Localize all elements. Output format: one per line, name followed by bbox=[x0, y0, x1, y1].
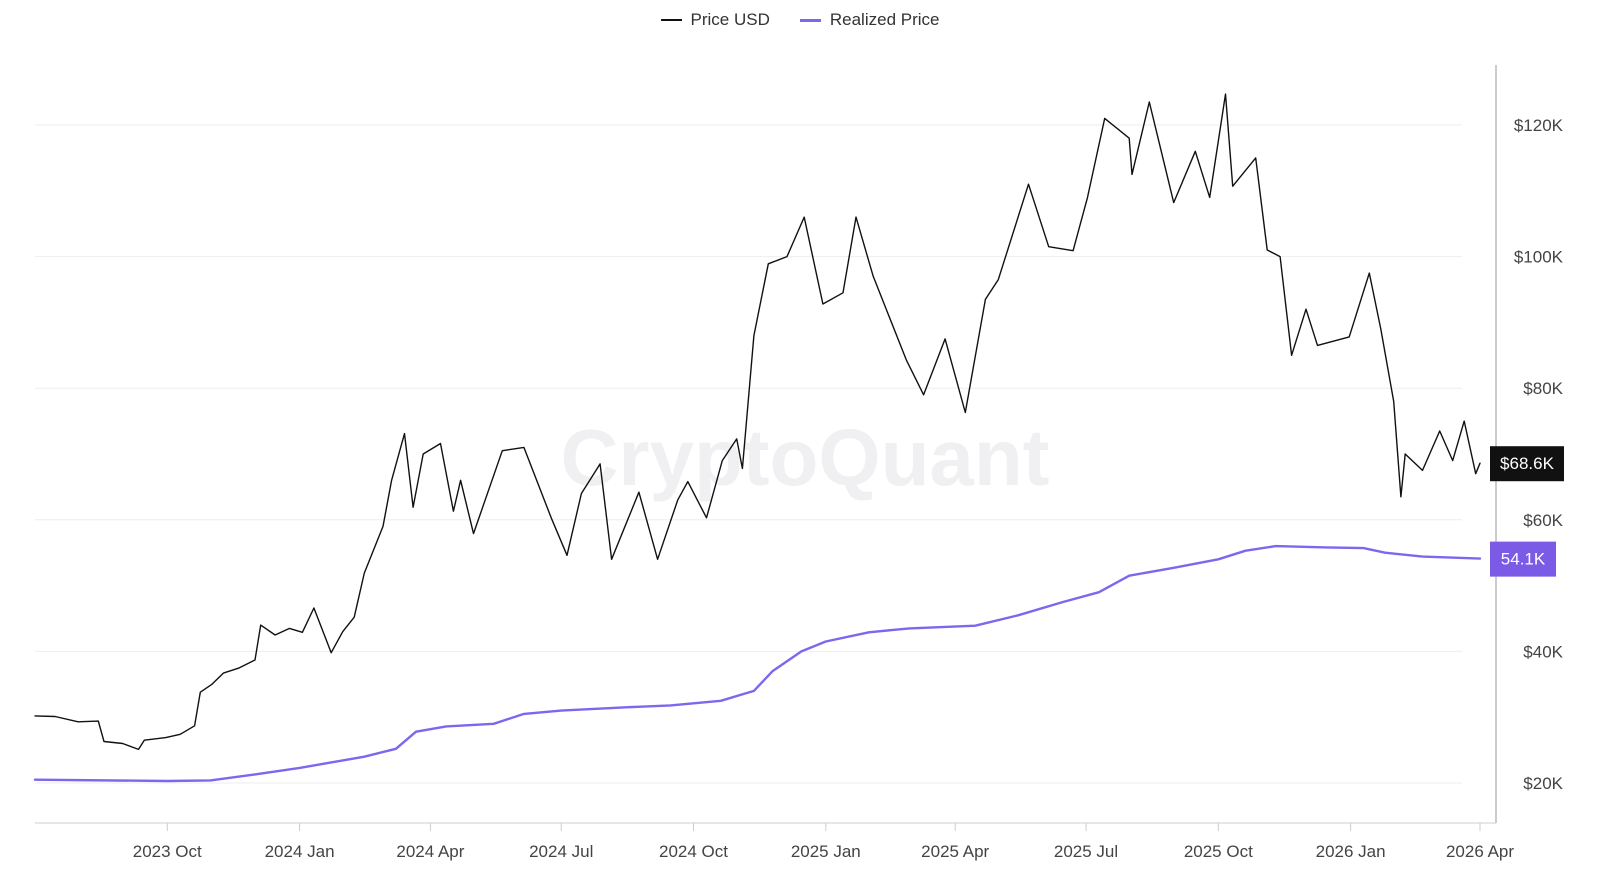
price-badge-bg bbox=[1490, 446, 1564, 482]
legend-label-realized: Realized Price bbox=[829, 10, 940, 29]
legend-item-price[interactable]: Price USD bbox=[660, 10, 770, 30]
realized-badge-bg bbox=[1490, 541, 1556, 577]
x-tick-label: 2025 Apr bbox=[921, 842, 989, 861]
y-tick-label: $80K bbox=[1523, 379, 1563, 398]
y-tick-label: $20K bbox=[1523, 774, 1563, 793]
series-layer bbox=[33, 93, 1482, 783]
legend-label-price: Price USD bbox=[690, 10, 770, 29]
grid-lines bbox=[35, 124, 1462, 784]
y-tick-label: $100K bbox=[1514, 248, 1564, 267]
x-tick-label: 2025 Oct bbox=[1184, 842, 1253, 861]
legend-swatch-realized bbox=[799, 18, 821, 22]
x-tick-label: 2024 Jul bbox=[529, 842, 593, 861]
y-tick-label: $40K bbox=[1523, 642, 1563, 661]
x-tick-label: 2024 Jan bbox=[265, 842, 335, 861]
realized-price-line bbox=[33, 544, 1482, 783]
x-tick-label: 2026 Apr bbox=[1446, 842, 1514, 861]
x-tick-label: 2024 Apr bbox=[396, 842, 464, 861]
value-badges: $68.6K 54.1K bbox=[1490, 446, 1564, 577]
x-tick-label: 2025 Jul bbox=[1054, 842, 1118, 861]
x-tick-label: 2025 Jan bbox=[791, 842, 861, 861]
chart-legend: Price USD Realized Price bbox=[0, 8, 1600, 32]
x-tick-label: 2023 Oct bbox=[133, 842, 202, 861]
x-tick-label: 2026 Jan bbox=[1316, 842, 1386, 861]
price-usd-line bbox=[34, 93, 1481, 751]
y-tick-label: $60K bbox=[1523, 511, 1563, 530]
y-tick-label: $120K bbox=[1514, 116, 1564, 135]
x-tick-label: 2024 Oct bbox=[659, 842, 728, 861]
legend-swatch-price bbox=[660, 19, 682, 21]
axes: $20K $40K $60K $80K $100K $120K 2023 Oct 2024 J… bbox=[35, 65, 1564, 861]
price-badge-text: $68.6K bbox=[1500, 454, 1555, 473]
realized-badge-text: 54.1K bbox=[1501, 550, 1546, 569]
legend-item-realized[interactable]: Realized Price bbox=[799, 10, 940, 30]
watermark-text: CryptoQuant bbox=[561, 413, 1050, 502]
